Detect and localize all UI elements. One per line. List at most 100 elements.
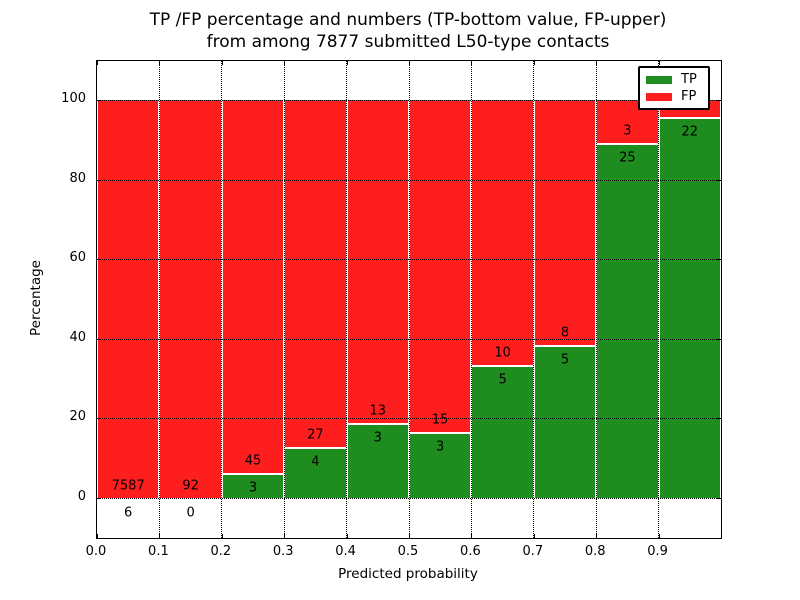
- vertical-gridline: [283, 61, 285, 538]
- fp-count-label: 7587: [111, 478, 145, 494]
- tp-count-label: 25: [619, 150, 636, 166]
- x-tick-mark: [658, 534, 660, 538]
- fp-count-label: 45: [244, 453, 262, 469]
- fp-count-label: 92: [182, 478, 199, 494]
- vertical-gridline: [346, 61, 348, 538]
- horizontal-gridline: [97, 418, 721, 420]
- y-tick-mark: [717, 498, 721, 499]
- y-tick-mark: [717, 100, 721, 101]
- y-tick-label: 40: [69, 329, 86, 345]
- legend-label-tp: TP: [681, 72, 697, 87]
- x-axis-label: Predicted probability: [338, 566, 478, 582]
- y-tick-mark: [97, 179, 101, 181]
- horizontal-gridline: [97, 179, 721, 181]
- tick-marks-layer: [97, 61, 721, 538]
- tp-count-label: 4: [311, 454, 320, 470]
- x-tick-mark: [533, 61, 535, 65]
- x-tick-mark: [471, 534, 473, 538]
- x-tick-mark: [97, 61, 98, 65]
- vertical-gridline: [533, 61, 535, 538]
- x-tick-mark: [159, 534, 161, 538]
- x-tick-mark: [596, 61, 598, 65]
- fp-count-label: 3: [623, 123, 632, 139]
- legend-entry-fp: FP: [646, 89, 702, 104]
- bar-segment-tp: [534, 344, 596, 498]
- bar-segment-tp: [472, 365, 533, 498]
- y-tick-label: 60: [69, 250, 86, 266]
- x-tick-label: 0.6: [460, 544, 481, 559]
- tp-count-label: 5: [560, 352, 570, 368]
- y-tick-mark: [97, 100, 101, 101]
- bar-segment-tp: [285, 446, 346, 498]
- x-tick-mark: [221, 61, 223, 65]
- y-tick-mark: [97, 338, 101, 340]
- x-tick-mark: [159, 61, 161, 65]
- x-tick-label: 0.2: [210, 544, 232, 559]
- legend-swatch-fp: [646, 92, 672, 101]
- bar-segment-tp: [659, 117, 720, 498]
- vertical-gridline: [221, 61, 223, 538]
- bar-labels-layer: 7587 6 92 0 45 3 27 4 13 3 15 3 10 5 8 5 3 25 22: [97, 61, 721, 538]
- x-tick-mark: [284, 61, 286, 65]
- bar-segment-tp: [222, 473, 284, 498]
- legend-swatch-tp: [646, 75, 672, 84]
- horizontal-gridline: [97, 338, 721, 340]
- bar-segment-fp: [222, 100, 284, 474]
- legend: TP FP: [638, 66, 710, 110]
- chart-title-line2: from among 7877 submitted L50-type conta…: [206, 32, 610, 52]
- legend-entry-tp: TP: [646, 72, 702, 87]
- y-axis-label: Percentage: [28, 260, 44, 336]
- y-tick-mark: [717, 418, 721, 420]
- bar-segment-fp: [285, 100, 346, 447]
- chart-title-line1: TP /FP percentage and numbers (TP-bottom…: [149, 10, 667, 30]
- y-tick-mark: [97, 498, 101, 499]
- x-tick-label: 0.5: [397, 544, 419, 559]
- y-tick-label: 20: [69, 409, 86, 425]
- bar-segment-tp: [597, 142, 658, 498]
- x-tick-mark: [97, 534, 98, 538]
- y-tick-label: 80: [69, 170, 86, 186]
- bars-layer: [97, 61, 721, 538]
- y-tick-label: 100: [61, 91, 86, 106]
- vertical-gridline: [408, 61, 410, 538]
- x-tick-label: 0.7: [522, 544, 544, 559]
- plot-area: 7587 6 92 0 45 3 27 4 13 3 15 3 10 5 8 5 3 25 22 TP FP: [96, 60, 722, 539]
- x-tick-label: 0.4: [335, 544, 356, 559]
- bar-segment-tp: [347, 423, 408, 498]
- tp-count-label: 3: [248, 480, 258, 496]
- vertical-gridline: [158, 61, 160, 538]
- bar-segment-fp: [410, 100, 471, 432]
- y-tick-mark: [717, 338, 721, 340]
- x-tick-mark: [346, 61, 348, 65]
- x-tick-mark: [284, 534, 286, 538]
- tp-count-label: 0: [186, 505, 195, 521]
- x-tick-mark: [346, 534, 348, 538]
- x-tick-mark: [471, 61, 473, 65]
- x-tick-mark: [596, 534, 598, 538]
- vertical-gridline: [470, 61, 472, 538]
- y-tick-mark: [717, 179, 721, 181]
- fp-count-label: 13: [369, 403, 387, 419]
- tp-count-label: 6: [124, 505, 133, 521]
- x-tick-mark: [409, 534, 410, 538]
- bar-segment-fp: [534, 100, 596, 345]
- fp-count-label: 10: [494, 345, 511, 361]
- vertical-gridline: [658, 61, 660, 538]
- x-tick-label: 0.0: [85, 544, 107, 559]
- fp-count-label: 8: [560, 325, 570, 341]
- x-tick-mark: [221, 534, 223, 538]
- bar-segment-fp: [98, 100, 159, 498]
- bar-segment-fp: [160, 100, 221, 498]
- fp-count-label: 15: [431, 412, 449, 428]
- x-tick-mark: [409, 61, 410, 65]
- x-tick-label: 0.1: [148, 544, 169, 559]
- y-tick-mark: [97, 418, 101, 420]
- bar-segment-fp: [347, 100, 408, 424]
- fp-count-label: 27: [307, 427, 324, 443]
- x-tick-mark: [533, 534, 535, 538]
- tp-count-label: 22: [681, 124, 699, 140]
- horizontal-gridline: [97, 259, 721, 261]
- x-tick-label: 0.9: [647, 544, 668, 559]
- x-tick-label: 0.8: [584, 544, 606, 559]
